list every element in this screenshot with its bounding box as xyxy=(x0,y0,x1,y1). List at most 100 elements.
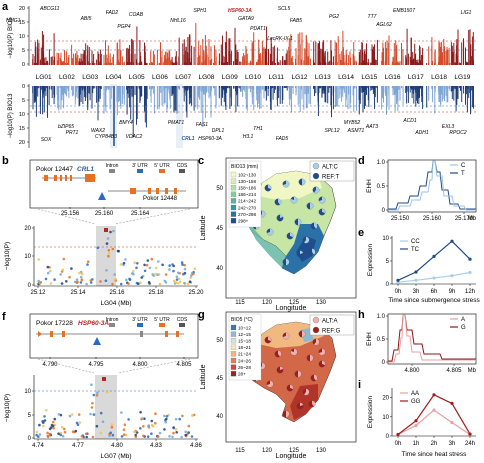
manhattan-point-top xyxy=(327,51,329,65)
manhattan-point-bottom xyxy=(358,86,360,100)
panel-g-pie-slice xyxy=(290,384,294,389)
manhattan-point-top xyxy=(40,47,42,65)
panel-a-bottom-gene: bZIP65 xyxy=(58,124,74,130)
manhattan-point-bottom xyxy=(38,86,40,89)
manhattan-point-top xyxy=(319,41,320,65)
manhattan-point-top xyxy=(239,61,241,65)
manhattan-point-bottom xyxy=(79,86,81,95)
manhattan-point-bottom xyxy=(413,86,415,104)
manhattan-point-top xyxy=(218,60,220,65)
panel-c-region-mid xyxy=(244,218,286,268)
panel-b-snp-point xyxy=(177,271,180,275)
manhattan-point-bottom xyxy=(416,86,418,101)
panel-b-snp-point xyxy=(193,267,197,271)
manhattan-point-top xyxy=(272,46,274,65)
manhattan-point-bottom xyxy=(248,86,250,89)
panel-b-snp-point xyxy=(174,281,178,284)
manhattan-point-bottom xyxy=(197,86,199,110)
panel_i-series-point xyxy=(396,432,400,437)
manhattan-point-bottom xyxy=(131,86,133,89)
panel-a-bottom-gene: SPL12 xyxy=(324,128,339,134)
manhattan-point-top xyxy=(334,41,336,65)
panel-f-snp-point xyxy=(150,419,154,423)
manhattan-point-bottom xyxy=(243,86,245,90)
manhattan-point-bottom xyxy=(160,86,162,93)
manhattan-point-top xyxy=(170,59,172,65)
manhattan-point-top xyxy=(186,51,188,65)
panel_i-xtick: 3h xyxy=(449,441,456,447)
panel-f-snp-point xyxy=(141,417,144,420)
manhattan-point-bottom xyxy=(374,86,375,109)
manhattan-point-bottom xyxy=(213,86,214,89)
manhattan-point-top xyxy=(253,32,255,65)
panel-g-pie-slice xyxy=(298,370,302,378)
panel-b-snp-point xyxy=(163,279,167,283)
manhattan-point-top xyxy=(164,56,166,65)
manhattan-point-bottom xyxy=(356,86,357,111)
manhattan-point-bottom xyxy=(396,86,398,105)
panel_d-ytick: 0 xyxy=(382,208,386,214)
panel-g-region-hot xyxy=(290,384,318,420)
panel-f-snp-point xyxy=(142,425,145,428)
panel-f-snp-point xyxy=(168,435,171,438)
panel-f-snp-point xyxy=(59,413,63,417)
manhattan-point-top xyxy=(230,50,232,65)
manhattan-point-top xyxy=(117,49,119,65)
manhattan-point-bottom xyxy=(313,86,315,90)
panel-a-bottom-gene: CYP84B3 xyxy=(95,134,117,140)
manhattan-point-bottom xyxy=(163,86,165,105)
manhattan-point-bottom xyxy=(321,86,323,98)
manhattan-point-bottom xyxy=(132,86,134,138)
panel-f-zoom-guide xyxy=(117,358,191,374)
manhattan-point-bottom xyxy=(82,86,84,104)
manhattan-point-top xyxy=(223,62,225,65)
manhattan-point-bottom xyxy=(279,86,281,104)
panel-f-ylabel: −log10(P) xyxy=(4,394,11,422)
manhattan-point-top xyxy=(454,62,456,65)
panel_b-xtick: 25.16 xyxy=(109,290,125,296)
panel-h-line-a xyxy=(388,314,476,363)
panel-f-zoom-tick: 4.805 xyxy=(176,362,192,368)
manhattan-point-top xyxy=(308,51,310,65)
manhattan-point-top xyxy=(411,60,413,65)
panel-a-lg-label: LG19 xyxy=(454,74,470,81)
manhattan-point-bottom xyxy=(353,86,355,90)
manhattan-point-top xyxy=(145,62,147,65)
manhattan-point-top xyxy=(234,27,236,65)
manhattan-point-top xyxy=(45,57,47,65)
panel-f-snp-point xyxy=(48,427,52,431)
manhattan-point-bottom xyxy=(138,86,140,89)
manhattan-point-bottom xyxy=(205,86,207,94)
panel_b-legend-text: 3' UTR xyxy=(132,163,148,169)
manhattan-point-top xyxy=(450,42,452,65)
panel_b-xtick: 25.20 xyxy=(188,290,204,296)
manhattan-point-bottom xyxy=(185,86,187,112)
manhattan-point-bottom xyxy=(164,86,166,104)
panel_g-legend-item: 26~28 xyxy=(238,365,251,370)
panel_c-ytick: 45 xyxy=(216,226,223,232)
manhattan-point-top xyxy=(324,56,326,65)
panel_g-legend-item: 21~24 xyxy=(238,352,251,357)
manhattan-point-top xyxy=(160,42,161,65)
panel-f-snp-point xyxy=(63,427,66,431)
panel-c-pie-slice xyxy=(298,218,302,226)
panel-b-snp-point xyxy=(86,263,89,266)
manhattan-point-bottom xyxy=(291,86,292,113)
panel-c-pie-slice xyxy=(266,228,274,236)
manhattan-point-top xyxy=(169,50,171,65)
panel-a-top-gene: COAB xyxy=(129,12,144,18)
manhattan-point-top xyxy=(341,51,343,65)
panel-c-pie-slice xyxy=(310,202,314,210)
manhattan-point-top xyxy=(146,63,148,65)
manhattan-point-top xyxy=(87,49,89,65)
panel-c-alt-label: ALT:C xyxy=(322,165,339,171)
manhattan-point-bottom xyxy=(252,86,253,89)
manhattan-point-bottom xyxy=(61,86,63,101)
manhattan-point-top xyxy=(190,58,192,65)
manhattan-point-bottom xyxy=(297,86,299,88)
manhattan-point-bottom xyxy=(259,86,261,110)
manhattan-point-bottom xyxy=(242,86,244,97)
panel-b-snp-point xyxy=(136,262,139,265)
manhattan-point-top xyxy=(342,30,344,65)
manhattan-point-bottom xyxy=(340,86,342,89)
